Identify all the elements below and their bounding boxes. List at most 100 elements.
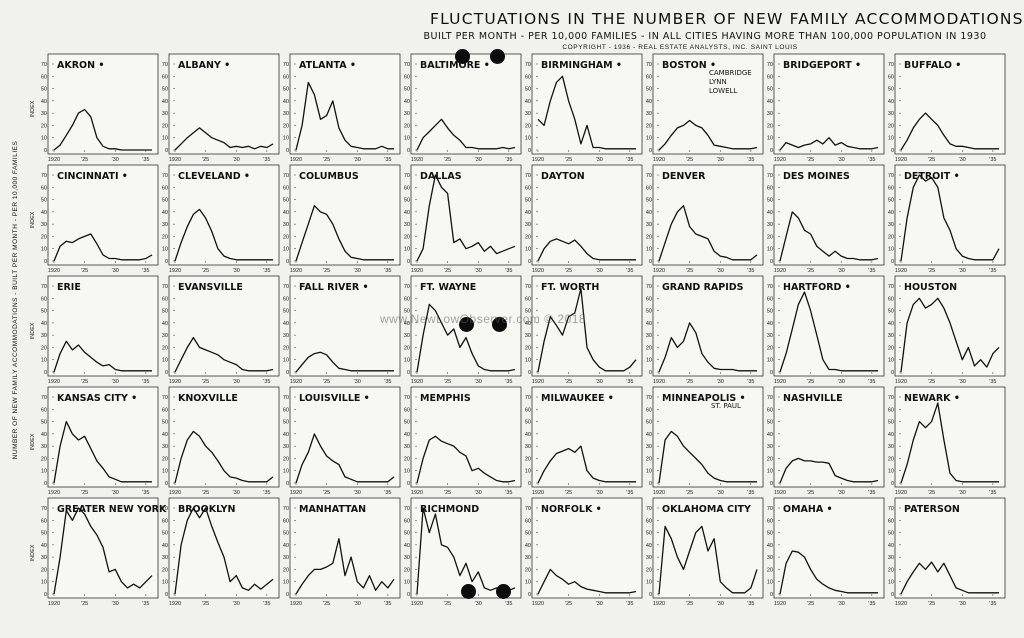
- x-tick-label: '30: [959, 379, 966, 385]
- x-tick-label: '30: [596, 601, 603, 607]
- series-line: [416, 174, 516, 262]
- x-tick-label: '35: [142, 157, 149, 163]
- panel-frame: [531, 275, 643, 377]
- x-tick-label: '35: [747, 601, 754, 607]
- x-tick-label: '25: [323, 490, 330, 496]
- y-tick-label: 40: [767, 432, 773, 438]
- y-tick-label: 70: [888, 506, 894, 512]
- panel-frame: [289, 164, 401, 266]
- y-tick-label: 50: [888, 309, 894, 315]
- y-tick-label: 20: [525, 456, 531, 462]
- y-tick-label: 70: [162, 506, 168, 512]
- y-tick-label: 30: [162, 222, 168, 228]
- y-tick-label: 50: [162, 420, 168, 426]
- series-line: [900, 402, 999, 484]
- x-tick-label: '35: [142, 601, 149, 607]
- y-tick-label: 70: [888, 173, 894, 179]
- y-tick-label: 70: [404, 506, 410, 512]
- series-line: [900, 297, 1000, 373]
- x-tick-label: '35: [747, 157, 754, 163]
- panel-frame: [168, 497, 280, 599]
- y-tick-label: 50: [767, 198, 773, 204]
- y-tick-label: 40: [888, 321, 894, 327]
- x-tick-label: '35: [505, 601, 512, 607]
- x-tick-label: '35: [626, 379, 633, 385]
- x-tick-label: '35: [989, 490, 996, 496]
- x-tick-label: '35: [868, 601, 875, 607]
- y-tick-label: 20: [646, 456, 652, 462]
- series-line: [295, 205, 394, 262]
- y-tick-label: 10: [767, 580, 773, 586]
- panel-kansas-city: 0 10 20 30 40 50 60 70 1920 '25 '30 '35 KANSAS CITY …: [30, 386, 159, 496]
- x-tick-label: '30: [233, 157, 240, 163]
- panel-title: DENVER: [662, 171, 706, 182]
- y-tick-label: 50: [767, 531, 773, 537]
- x-tick-label: '35: [626, 157, 633, 163]
- y-tick-label: 20: [162, 234, 168, 240]
- panel-title: CINCINNATI •: [57, 171, 128, 182]
- x-tick-label: '25: [565, 157, 572, 163]
- panel-oklahoma-city: 0 10 20 30 40 50 60 70 1920 '25 '30 '35 OKLAHOMA CIT…: [646, 497, 764, 607]
- x-tick-label: '25: [565, 379, 572, 385]
- y-tick-label: 20: [404, 234, 410, 240]
- panel-birmingham: 0 10 20 30 40 50 60 70 1920 '25 '30 '35 BIRMINGHAM •: [525, 53, 643, 163]
- x-tick-label: '30: [233, 268, 240, 274]
- panel-bridgeport: 0 10 20 30 40 50 60 70 1920 '25 '30 '35 BRIDGEPORT •: [767, 53, 885, 163]
- y-tick-label: 70: [41, 395, 47, 401]
- panel-title: KNOXVILLE: [178, 393, 238, 404]
- panel-title: OMAHA •: [783, 504, 833, 515]
- y-tick-label: 70: [646, 395, 652, 401]
- y-tick-label: 30: [404, 222, 410, 228]
- y-tick-label: 10: [41, 358, 47, 364]
- y-tick-label: 30: [41, 333, 47, 339]
- y-tick-label: 20: [888, 234, 894, 240]
- y-tick-label: 40: [525, 210, 531, 216]
- x-tick-label: '25: [686, 157, 693, 163]
- x-tick-label: 1920: [653, 268, 665, 274]
- y-tick-label: 0: [407, 259, 410, 265]
- y-tick-label: 50: [283, 309, 289, 315]
- y-tick-label: 40: [646, 210, 652, 216]
- y-tick-label: 10: [283, 580, 289, 586]
- y-tick-label: 0: [891, 259, 894, 265]
- y-tick-label: 40: [162, 99, 168, 105]
- panel-frame: [894, 497, 1006, 599]
- y-tick-label: 70: [404, 284, 410, 290]
- y-tick-label: 0: [286, 148, 289, 154]
- x-tick-label: '30: [112, 157, 119, 163]
- y-tick-label: 40: [283, 99, 289, 105]
- y-tick-label: 60: [162, 185, 168, 191]
- y-tick-label: 60: [283, 185, 289, 191]
- x-tick-label: 1920: [290, 490, 302, 496]
- y-tick-label: 20: [404, 456, 410, 462]
- y-tick-label: 0: [165, 592, 168, 598]
- y-tick-label: 20: [888, 567, 894, 573]
- x-tick-label: '25: [807, 601, 814, 607]
- panel-title: MEMPHIS: [420, 393, 471, 404]
- y-tick-label: 50: [767, 309, 773, 315]
- y-tick-label: 50: [525, 309, 531, 315]
- y-tick-label: 50: [404, 420, 410, 426]
- x-tick-label: 1920: [895, 490, 907, 496]
- y-tick-label: 20: [525, 123, 531, 129]
- y-tick-label: 60: [888, 518, 894, 524]
- x-tick-label: '30: [233, 379, 240, 385]
- panel-frame: [47, 275, 159, 377]
- x-tick-label: '25: [686, 601, 693, 607]
- y-tick-label: 50: [41, 531, 47, 537]
- y-tick-label: 30: [767, 222, 773, 228]
- series-line: [295, 351, 394, 373]
- x-tick-label: '35: [868, 268, 875, 274]
- x-tick-label: '35: [626, 268, 633, 274]
- x-tick-label: '30: [112, 379, 119, 385]
- x-tick-label: '25: [444, 490, 451, 496]
- y-tick-label: 50: [283, 420, 289, 426]
- x-tick-label: 1920: [290, 601, 302, 607]
- y-tick-label: 10: [525, 247, 531, 253]
- series-line: [537, 238, 636, 262]
- y-tick-label: 10: [525, 358, 531, 364]
- x-tick-label: '30: [354, 268, 361, 274]
- y-tick-label: 0: [770, 592, 773, 598]
- y-tick-label: 50: [41, 198, 47, 204]
- y-tick-label: 70: [283, 284, 289, 290]
